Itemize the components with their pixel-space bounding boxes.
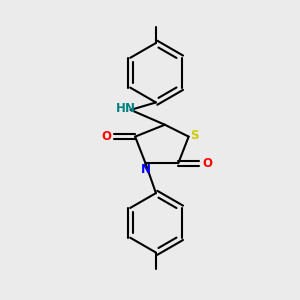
Text: S: S xyxy=(190,129,198,142)
Text: O: O xyxy=(202,157,212,170)
Text: N: N xyxy=(125,102,135,115)
Text: N: N xyxy=(140,164,151,176)
Text: O: O xyxy=(101,130,111,143)
Text: H: H xyxy=(116,102,126,115)
